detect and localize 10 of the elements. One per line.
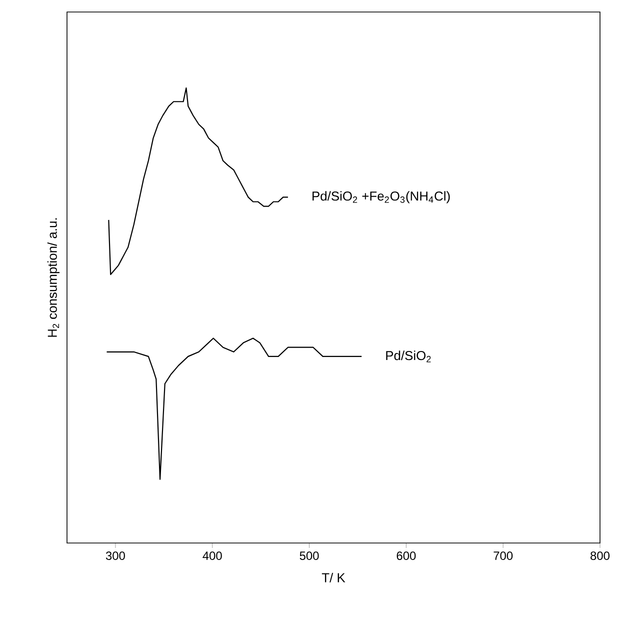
x-tick-label: 600 (396, 552, 416, 560)
x-tick-label: 700 (494, 552, 513, 560)
x-tick-label: 300 (106, 552, 125, 560)
y-axis-title: H$_{2}$ consumption/ a.u. (47, 218, 60, 337)
series-label: Pd/SiO$_{2}$ (386, 350, 431, 362)
x-tick-label: 500 (300, 552, 319, 560)
text: Pd/SiO$_{2}$ +Fe$_{2}$O$_{3}$(NH$_{4}$Cl) (312, 191, 450, 204)
x-axis-title: T/ K (322, 572, 346, 582)
x-tick-label: 400 (202, 552, 222, 560)
x-tick-label: 800 (590, 552, 610, 560)
